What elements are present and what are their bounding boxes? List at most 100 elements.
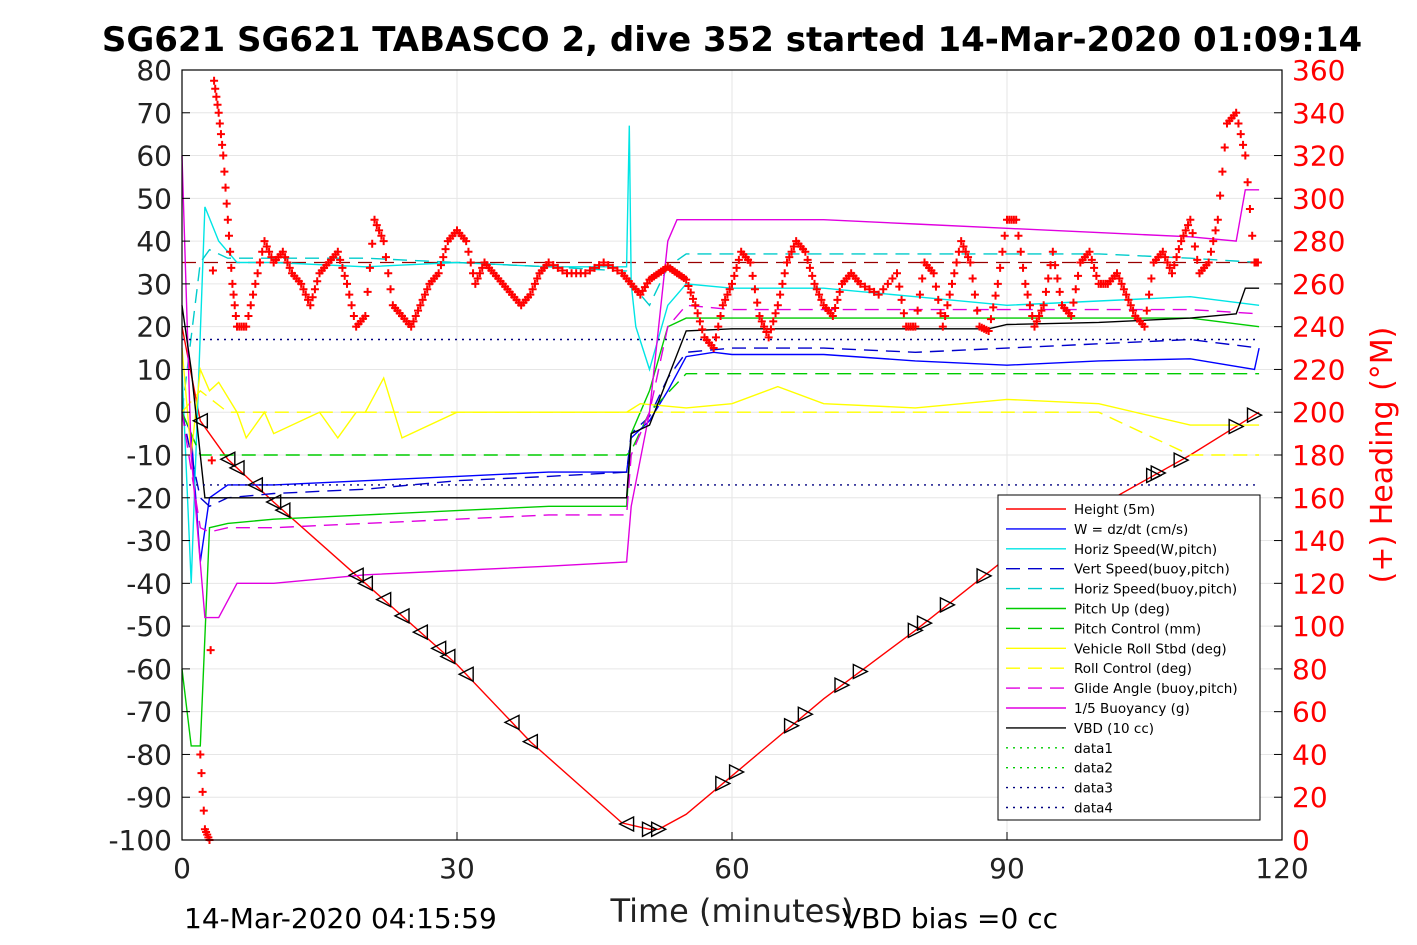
heading-point <box>436 261 445 270</box>
heading-point <box>1122 290 1131 299</box>
y-tick-label-left: 30 <box>136 268 172 301</box>
heading-point <box>959 242 968 251</box>
heading-point <box>883 279 892 288</box>
y-tick-label-left: 10 <box>136 353 172 386</box>
height-marker <box>1228 418 1245 435</box>
heading-point <box>1117 279 1126 288</box>
heading-point <box>698 325 707 334</box>
height-marker <box>939 596 956 614</box>
heading-point <box>242 322 251 331</box>
heading-point <box>970 290 979 299</box>
heading-point <box>750 285 759 294</box>
heading-point <box>725 285 734 294</box>
heading-point <box>682 275 691 284</box>
heading-point <box>590 263 599 272</box>
legend-entry: Vert Speed(buoy,pitch) <box>1074 562 1230 578</box>
heading-point <box>308 293 317 302</box>
heading-point <box>221 183 230 192</box>
heading-point <box>753 298 762 307</box>
heading-point <box>1163 258 1172 267</box>
legend-entry: Roll Control (deg) <box>1074 661 1192 677</box>
heading-point <box>528 285 537 294</box>
heading-point <box>730 271 739 280</box>
heading-point <box>689 294 698 303</box>
heading-point <box>599 258 608 267</box>
heading-point <box>253 269 262 278</box>
heading-point <box>1019 263 1028 272</box>
heading-point <box>381 253 390 262</box>
height-marker <box>1246 406 1264 424</box>
heading-point <box>210 76 219 85</box>
y-axis-left: 80 70 60 50 40 30 20 10 0 -10 -20 -30 -40 -50 -60 -70 -8… <box>108 54 190 857</box>
heading-point <box>336 255 345 264</box>
heading-point <box>1204 258 1213 267</box>
heading-point <box>968 274 977 283</box>
series-line-11 <box>181 287 1260 499</box>
heading-point <box>711 333 720 342</box>
heading-point <box>304 295 313 304</box>
heading-point <box>941 311 950 320</box>
height-marker <box>521 733 539 750</box>
heading-point <box>558 266 567 275</box>
heading-point <box>544 258 553 267</box>
heading-point <box>1206 247 1215 256</box>
heading-point <box>899 309 908 318</box>
heading-point <box>945 290 954 299</box>
heading-point <box>957 237 966 246</box>
x-axis-label: Time (minutes) <box>610 892 854 930</box>
heading-point <box>416 301 425 310</box>
x-axis: 0 30 60 90 120 <box>173 832 1309 885</box>
heading-point <box>267 253 276 262</box>
heading-point <box>897 295 906 304</box>
heading-point <box>870 287 879 296</box>
heading-point <box>787 247 796 256</box>
heading-point <box>363 287 372 296</box>
heading-point <box>246 301 255 310</box>
heading-point <box>991 291 1000 300</box>
y-tick-label-left: -100 <box>108 824 172 857</box>
heading-point <box>439 253 448 262</box>
heading-point <box>228 279 237 288</box>
height-marker <box>430 640 447 657</box>
heading-point <box>368 239 377 248</box>
legend-entry: 1/5 Buoyancy (g) <box>1074 701 1190 717</box>
height-marker <box>797 706 814 723</box>
heading-point <box>333 247 342 256</box>
heading-point <box>760 322 769 331</box>
heading-point <box>199 806 208 815</box>
series-line-9 <box>181 304 1260 533</box>
heading-point <box>1177 237 1186 246</box>
y-tick-label-left: 50 <box>136 182 172 215</box>
heading-point <box>1193 255 1202 264</box>
heading-point <box>993 279 1002 288</box>
heading-point <box>214 108 223 117</box>
heading-point <box>473 274 482 283</box>
y-tick-label-right: 60 <box>1292 696 1328 729</box>
heading-point <box>530 279 539 288</box>
y-tick-label-left: -90 <box>126 781 172 814</box>
y-tick-label-right: 100 <box>1292 610 1345 643</box>
heading-point <box>808 271 817 280</box>
height-marker <box>375 591 392 608</box>
heading-point <box>1037 306 1046 315</box>
heading-point <box>265 247 274 256</box>
heading-point <box>1213 215 1222 224</box>
height-marker <box>650 821 668 838</box>
heading-point <box>684 282 693 291</box>
heading-point <box>776 290 785 299</box>
height-marker <box>228 459 245 476</box>
heading-point <box>549 261 558 270</box>
heading-point <box>1014 231 1023 240</box>
heading-point <box>810 279 819 288</box>
legend-entry: data1 <box>1074 741 1113 757</box>
heading-point <box>533 274 542 283</box>
heading-point <box>769 317 778 326</box>
heading-point <box>1055 287 1064 296</box>
heading-point <box>865 285 874 294</box>
heading-point <box>1048 247 1057 256</box>
legend-entry: data2 <box>1074 761 1113 777</box>
heading-point <box>1232 108 1241 117</box>
heading-point <box>780 269 789 278</box>
heading-point <box>384 269 393 278</box>
heading-point <box>874 290 883 299</box>
